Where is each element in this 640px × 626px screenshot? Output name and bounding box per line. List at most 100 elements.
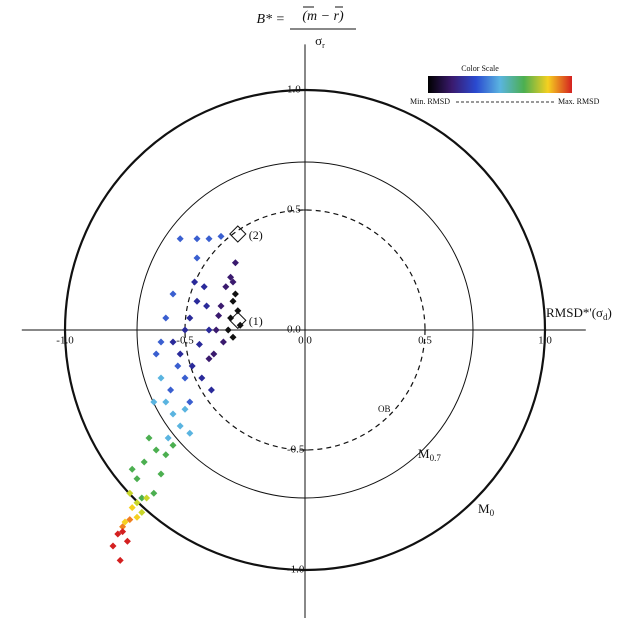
- annotation-label: (1): [249, 314, 263, 328]
- point: [169, 410, 177, 418]
- annotated-point: [229, 225, 247, 243]
- point: [231, 259, 239, 267]
- circle-label-main: M: [418, 446, 430, 461]
- point: [138, 508, 146, 516]
- point: [229, 297, 237, 305]
- point: [200, 283, 208, 291]
- point: [119, 523, 127, 531]
- point: [162, 451, 170, 459]
- point: [116, 556, 124, 564]
- point: [157, 374, 165, 382]
- point: [217, 232, 225, 240]
- point: [181, 326, 189, 334]
- point: [222, 283, 230, 291]
- point: [236, 321, 244, 329]
- point: [193, 254, 201, 262]
- y-tick-label: 0.5: [287, 204, 301, 216]
- color-scale-min: Min. RMSD: [410, 97, 450, 106]
- point: [205, 235, 213, 243]
- point: [133, 475, 141, 483]
- point: [176, 235, 184, 243]
- point: [212, 326, 220, 334]
- point: [126, 489, 134, 497]
- circle-label: M0: [478, 501, 495, 518]
- point: [227, 314, 235, 322]
- point: [219, 338, 227, 346]
- point: [157, 470, 165, 478]
- circle-dashed: [184, 209, 426, 451]
- point: [176, 350, 184, 358]
- point: [150, 398, 158, 406]
- circle-label: OB: [378, 404, 391, 414]
- color-scale-title: Color Scale: [461, 64, 499, 73]
- point: [150, 489, 158, 497]
- point: [162, 398, 170, 406]
- point: [186, 314, 194, 322]
- circle-label-main: OB: [378, 404, 391, 414]
- point: [162, 314, 170, 322]
- point: [109, 542, 117, 550]
- circle-label-sub: 0.7: [430, 453, 442, 463]
- circle-thick: [63, 88, 547, 572]
- point: [181, 374, 189, 382]
- point: [229, 278, 237, 286]
- point: [224, 326, 232, 334]
- x-label: RMSD*'(σd): [546, 305, 612, 322]
- point: [227, 273, 235, 281]
- color-scale-bar: [428, 76, 572, 93]
- point: [145, 434, 153, 442]
- point: [217, 302, 225, 310]
- y-label-denominator: σr: [315, 33, 325, 50]
- point: [169, 290, 177, 298]
- point: [128, 465, 136, 473]
- point: [143, 494, 151, 502]
- point: [231, 290, 239, 298]
- color-scale-max: Max. RMSD: [558, 97, 600, 106]
- circle-label-sub: 0: [490, 508, 495, 518]
- point: [133, 499, 141, 507]
- point: [152, 446, 160, 454]
- y-tick-label: -0.5: [287, 444, 305, 456]
- circle-thin: [136, 161, 474, 499]
- point: [198, 374, 206, 382]
- point: [152, 350, 160, 358]
- x-tick-label: 0.5: [418, 335, 432, 347]
- annotation-label: (2): [249, 228, 263, 242]
- point: [193, 235, 201, 243]
- point: [123, 537, 131, 545]
- point: [203, 302, 211, 310]
- point: [121, 518, 129, 526]
- point: [133, 513, 141, 521]
- point: [191, 278, 199, 286]
- point: [157, 338, 165, 346]
- point: [195, 340, 203, 348]
- point: [167, 386, 175, 394]
- point: [186, 429, 194, 437]
- point: [188, 362, 196, 370]
- circle-label: M0.7: [418, 446, 441, 463]
- point: [210, 350, 218, 358]
- point: [215, 312, 223, 320]
- point: [176, 422, 184, 430]
- point: [140, 458, 148, 466]
- point: [229, 333, 237, 341]
- point: [126, 516, 134, 524]
- point: [119, 528, 127, 536]
- point: [169, 338, 177, 346]
- point: [234, 307, 242, 315]
- y-label-numerator: (m − r): [302, 9, 344, 24]
- point: [205, 355, 213, 363]
- x-tick-label: -0.5: [176, 335, 194, 347]
- point: [193, 297, 201, 305]
- point: [164, 434, 172, 442]
- point: [169, 441, 177, 449]
- x-tick-label: 0.0: [298, 335, 312, 347]
- annotated-point: [229, 311, 247, 330]
- y-tick-label: 0.0: [287, 324, 301, 336]
- point: [128, 504, 136, 512]
- point: [138, 494, 146, 502]
- point: [174, 362, 182, 370]
- point: [181, 405, 189, 413]
- point: [207, 386, 215, 394]
